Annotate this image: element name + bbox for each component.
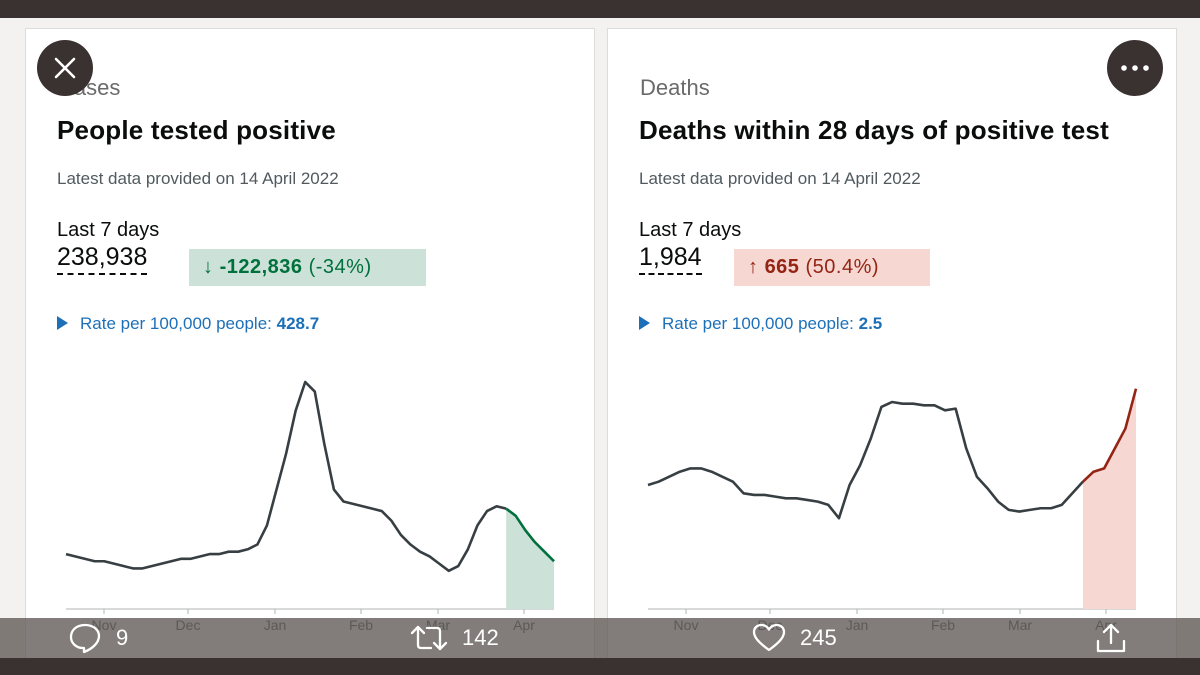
share-button[interactable] xyxy=(1094,618,1128,658)
close-button[interactable] xyxy=(37,40,93,96)
change-value: 665 xyxy=(764,256,800,278)
reply-button[interactable]: 9 xyxy=(68,618,128,658)
change-badge: ↑ 665 (50.4%) xyxy=(734,249,930,286)
update-date: Latest data provided on 14 April 2022 xyxy=(57,169,339,188)
rate-label: Rate per 100,000 people: xyxy=(80,314,272,333)
card-title: Deaths within 28 days of positive test xyxy=(639,115,1109,145)
last-7-days-area xyxy=(506,508,554,609)
arrow-down-icon: ↓ xyxy=(203,256,214,278)
retweet-count: 142 xyxy=(462,625,499,650)
deaths-line-chart: NovDecJanFebMarApr xyxy=(647,388,1138,633)
arrow-up-icon: ↑ xyxy=(748,256,759,278)
rate-toggle[interactable]: Rate per 100,000 people: 2.5 xyxy=(639,314,882,334)
reply-count: 9 xyxy=(116,625,129,650)
cases-line-chart: NovDecJanFebMarApr xyxy=(65,380,555,633)
headline-value[interactable]: 238,938 xyxy=(57,243,148,275)
section-label: Deaths xyxy=(640,75,710,100)
card-title: People tested positive xyxy=(57,115,336,145)
last-7-days-label: Last 7 days xyxy=(639,219,742,241)
change-badge: ↓ -122,836 (-34%) xyxy=(189,249,426,286)
share-icon xyxy=(1096,623,1126,653)
cases-card: Cases People tested positive Latest data… xyxy=(25,28,595,660)
expand-triangle-icon xyxy=(639,316,650,330)
series-line xyxy=(65,380,507,573)
expand-triangle-icon xyxy=(57,316,68,330)
update-date: Latest data provided on 14 April 2022 xyxy=(639,169,921,188)
bottom-strip xyxy=(0,658,1200,675)
series-line-recent xyxy=(1082,388,1138,483)
more-options-button[interactable] xyxy=(1107,40,1163,96)
rate-value: 2.5 xyxy=(858,314,883,333)
change-percent: (-34%) xyxy=(308,256,372,278)
close-icon xyxy=(54,57,76,79)
heart-icon xyxy=(752,623,786,652)
image-stage: Cases People tested positive Latest data… xyxy=(0,18,1200,660)
last-7-days-label: Last 7 days xyxy=(57,219,160,241)
deaths-card: Deaths Deaths within 28 days of positive… xyxy=(607,28,1177,660)
headline-value[interactable]: 1,984 xyxy=(639,243,702,275)
change-value: -122,836 xyxy=(219,256,303,278)
rate-label: Rate per 100,000 people: xyxy=(662,314,854,333)
more-dots-icon xyxy=(1121,65,1149,71)
tweet-action-bar: 9 142 245 xyxy=(0,618,1200,658)
retweet-icon xyxy=(410,625,448,651)
series-line xyxy=(647,400,1084,520)
like-count: 245 xyxy=(800,625,837,650)
retweet-button[interactable]: 142 xyxy=(410,618,499,658)
rate-value: 428.7 xyxy=(276,314,320,333)
reply-icon xyxy=(69,623,101,654)
series-line-recent xyxy=(505,507,555,563)
last-7-days-area xyxy=(1082,388,1136,609)
like-button[interactable]: 245 xyxy=(752,618,837,658)
rate-toggle[interactable]: Rate per 100,000 people: 428.7 xyxy=(57,314,319,334)
change-percent: (50.4%) xyxy=(805,256,880,278)
top-bar xyxy=(0,0,1200,18)
